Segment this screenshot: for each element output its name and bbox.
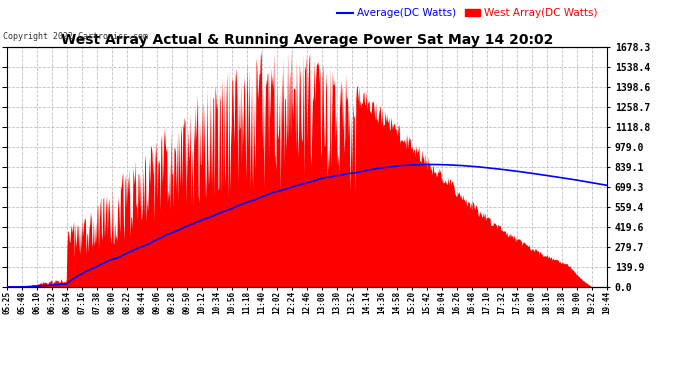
- Text: Copyright 2022 Cartronics.com: Copyright 2022 Cartronics.com: [3, 32, 148, 41]
- Legend: Average(DC Watts), West Array(DC Watts): Average(DC Watts), West Array(DC Watts): [333, 4, 602, 22]
- Title: West Array Actual & Running Average Power Sat May 14 20:02: West Array Actual & Running Average Powe…: [61, 33, 553, 47]
